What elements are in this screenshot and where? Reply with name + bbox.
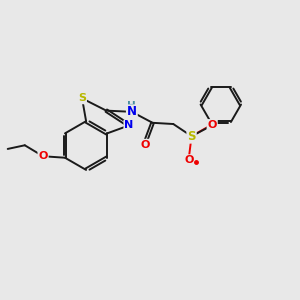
Text: N: N: [124, 120, 134, 130]
Text: O: O: [184, 155, 194, 165]
Text: H: H: [128, 101, 136, 112]
Text: N: N: [127, 105, 137, 118]
Text: O: O: [38, 151, 48, 161]
Text: S: S: [78, 93, 86, 103]
Text: S: S: [187, 130, 196, 143]
Text: O: O: [141, 140, 150, 150]
Text: O: O: [208, 120, 217, 130]
